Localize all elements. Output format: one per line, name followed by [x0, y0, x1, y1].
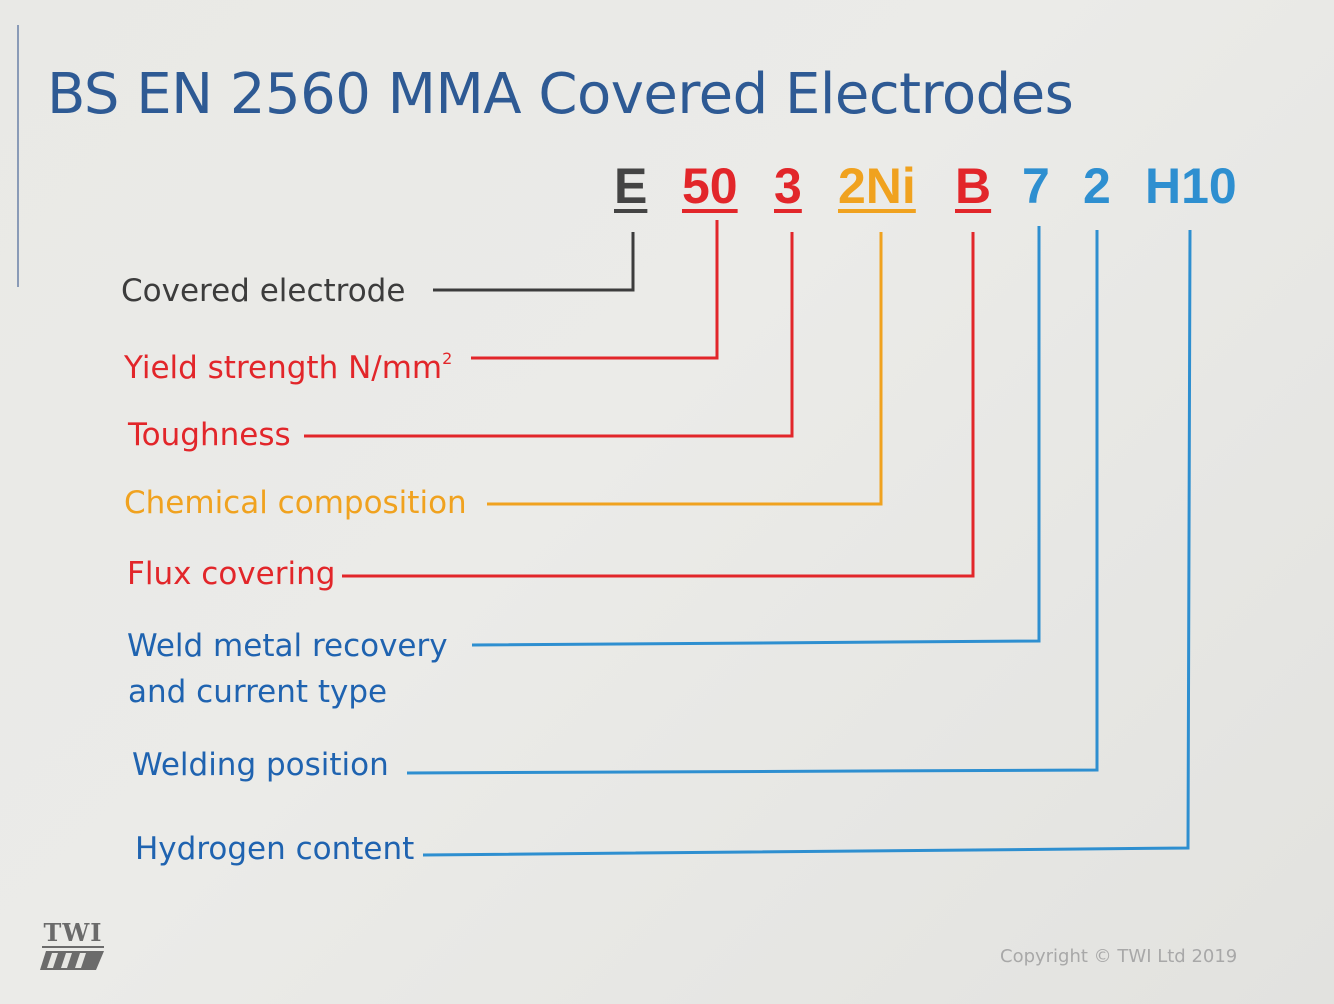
connector-flux	[342, 232, 975, 578]
slide-title: BS EN 2560 MMA Covered Electrodes	[47, 62, 1074, 127]
code-part-flux: B	[955, 158, 992, 214]
code-part-position: 2	[1083, 158, 1111, 214]
connector-position	[406, 230, 1099, 775]
code-part-composition: 2Ni	[838, 158, 916, 214]
connector-hydrogen	[422, 229, 1192, 857]
code-part-hydrogen: H10	[1145, 158, 1237, 214]
code-part-yield: 50	[682, 158, 738, 214]
label-chemical-composition: Chemical composition	[124, 485, 467, 521]
connector-covered-electrode	[433, 232, 635, 292]
label-weld-metal-recovery: Weld metal recovery	[127, 628, 448, 664]
connector-chemical	[487, 232, 883, 506]
connector-toughness	[304, 232, 794, 438]
code-part-toughness: 3	[774, 158, 802, 214]
connector-recovery	[471, 226, 1041, 647]
label-toughness: Toughness	[128, 417, 291, 453]
copyright-notice: Copyright © TWI Ltd 2019	[1000, 946, 1238, 967]
label-current-type: and current type	[128, 674, 388, 710]
label-yield-strength: Yield strength N/mm2	[124, 349, 453, 386]
code-part-e: E	[614, 158, 648, 214]
label-flux-covering: Flux covering	[127, 556, 336, 592]
code-part-recovery: 7	[1022, 158, 1050, 214]
slide-edge-rule	[17, 25, 19, 287]
label-yield-strength-superscript: 2	[442, 349, 453, 368]
connector-yield-strength	[471, 220, 719, 360]
label-covered-electrode: Covered electrode	[121, 273, 406, 309]
label-hydrogen-content: Hydrogen content	[135, 831, 415, 867]
twi-logo: TWI	[40, 918, 106, 974]
label-welding-position: Welding position	[132, 747, 389, 783]
